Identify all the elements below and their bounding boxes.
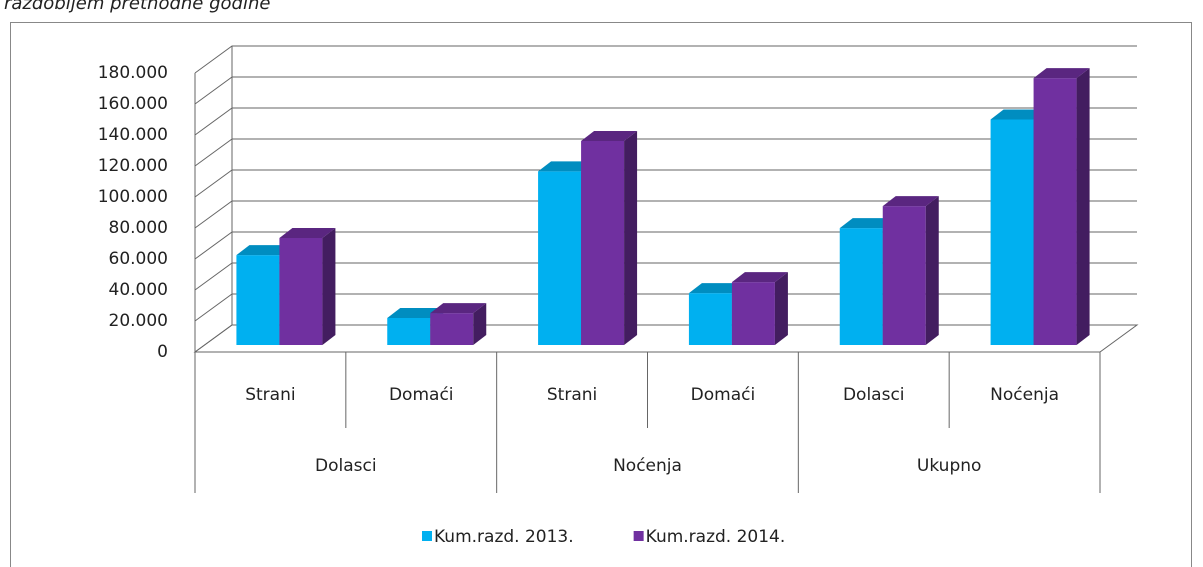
grid-line	[194, 200, 1137, 229]
bar-top	[387, 308, 444, 319]
x-tick-label: Domaći	[389, 385, 454, 405]
bar-front	[731, 282, 775, 345]
bar-top	[882, 196, 939, 207]
bar-side	[774, 272, 788, 345]
bar-front	[279, 238, 323, 345]
legend-swatch	[633, 531, 644, 541]
y-tick-label: 60.000	[109, 249, 168, 269]
x-tick-label: Strani	[547, 385, 597, 405]
y-tick-label: 120.000	[98, 156, 168, 176]
grid-line	[194, 262, 1137, 291]
group-label: Noćenja	[613, 456, 682, 476]
bar-front	[1033, 78, 1077, 345]
y-tick-label: 100.000	[98, 187, 168, 207]
bar-side	[322, 228, 336, 345]
x-tick-label: Strani	[245, 385, 295, 405]
bar-top	[731, 272, 788, 283]
bar	[1033, 68, 1090, 345]
grid-line	[194, 138, 1137, 167]
legend-label: Kum.razd. 2013.	[434, 527, 574, 547]
y-tick-label: 20.000	[109, 311, 168, 331]
bar-side	[925, 196, 939, 345]
bar	[279, 228, 336, 345]
bar-front	[688, 293, 732, 345]
grid-line	[194, 107, 1137, 136]
bar-side	[473, 303, 487, 345]
bar-front	[839, 228, 883, 345]
bar-top	[1033, 68, 1090, 79]
y-tick-label: 40.000	[109, 280, 168, 300]
legend-label: Kum.razd. 2014.	[646, 527, 786, 547]
bar-top	[688, 283, 745, 294]
grid-line	[194, 169, 1137, 198]
bar	[581, 131, 638, 345]
bar-side	[624, 131, 638, 345]
y-tick-label: 0	[157, 342, 168, 362]
bar-top	[839, 218, 896, 229]
bar-top	[236, 245, 293, 256]
group-label: Dolasci	[315, 456, 377, 476]
grid-line	[194, 324, 1137, 353]
legend-swatch	[422, 531, 432, 541]
y-tick-label: 140.000	[98, 125, 168, 145]
grid-line	[194, 231, 1137, 260]
bar-front	[990, 119, 1034, 345]
grid-line	[194, 45, 1137, 74]
bar	[882, 196, 939, 345]
bar-side	[1076, 68, 1090, 345]
chart-frame	[10, 22, 1192, 567]
grid-line	[194, 76, 1137, 105]
bar-front	[236, 255, 280, 345]
bar-top	[279, 228, 336, 239]
bar-top	[990, 109, 1047, 120]
bar-top	[581, 131, 638, 142]
x-tick-label: Domaći	[691, 385, 756, 405]
y-tick-label: 80.000	[109, 218, 168, 238]
bar	[430, 303, 487, 345]
bar-front	[882, 206, 926, 345]
x-tick-label: Dolasci	[843, 385, 905, 405]
y-tick-label: 180.000	[98, 63, 168, 83]
grid-line	[194, 293, 1137, 322]
bar-front	[538, 171, 582, 345]
y-tick-label: 160.000	[98, 94, 168, 114]
bar-front	[581, 141, 625, 345]
x-tick-label: Noćenja	[990, 385, 1059, 405]
caption: razdobljem prethodne godine	[4, 0, 270, 14]
bar	[731, 272, 788, 345]
group-label: Ukupno	[917, 456, 982, 476]
bar-top	[538, 161, 595, 172]
bar-top	[430, 303, 487, 314]
bar-front	[430, 313, 474, 345]
bar-front	[387, 318, 431, 345]
